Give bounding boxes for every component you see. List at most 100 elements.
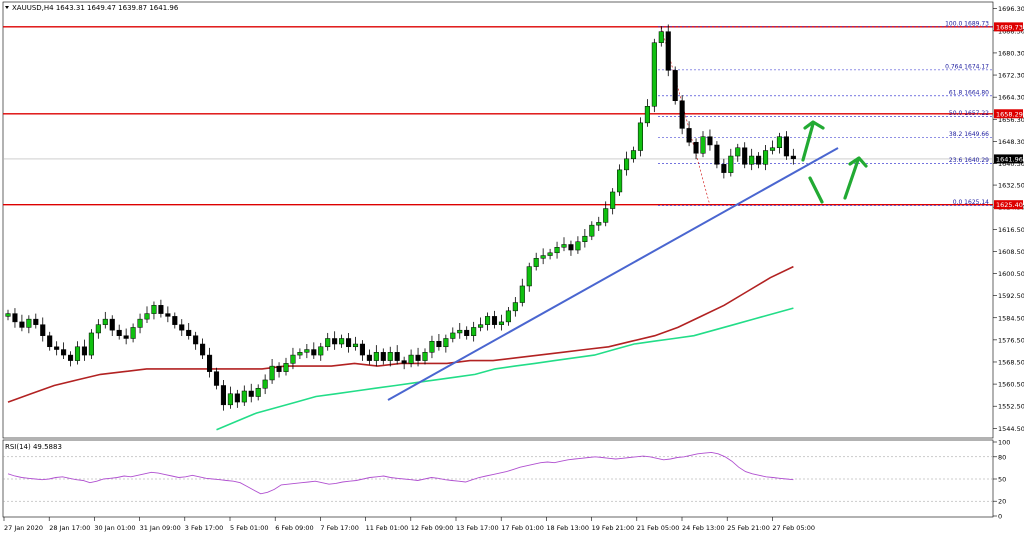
time-tick-label: 19 Feb 21:00 — [592, 524, 635, 532]
candle-body — [415, 354, 421, 361]
price-tick-label: 1680.30 — [998, 49, 1024, 57]
candle-body — [332, 338, 338, 345]
candle-body — [742, 147, 748, 165]
candle-body — [179, 324, 185, 331]
candle-body — [721, 164, 727, 173]
candle-body — [116, 329, 122, 336]
time-tick-label: 5 Feb 01:00 — [230, 524, 269, 532]
price-tick-label: 1584.50 — [998, 314, 1024, 322]
candle-body — [443, 338, 449, 348]
candle-body — [617, 169, 623, 193]
bullish-trend-line — [387, 147, 839, 401]
price-axis: 1696.301688.301680.301672.301664.301656.… — [993, 5, 1024, 521]
price-tick-label: 1544.50 — [998, 425, 1024, 433]
candle-body — [589, 224, 595, 237]
fib-anchor-line — [661, 26, 711, 206]
price-tick-label: 1568.50 — [998, 358, 1024, 366]
time-tick-label: 28 Jan 17:00 — [49, 524, 90, 532]
candle-body — [394, 352, 400, 361]
time-tick-label: 7 Feb 17:00 — [320, 524, 359, 532]
candle-body — [512, 302, 518, 312]
candle-body — [255, 387, 261, 397]
candle-body — [137, 318, 143, 328]
time-tick-label: 31 Jan 09:00 — [140, 524, 181, 532]
candle-body — [227, 393, 233, 406]
candle-body — [109, 318, 115, 331]
candle-body — [596, 222, 602, 226]
price-box-label: 1658.29 — [996, 110, 1023, 118]
candle-body — [318, 346, 324, 356]
candle-body — [728, 155, 734, 173]
rsi-tick-label: 50 — [998, 476, 1006, 484]
candle-body — [624, 158, 630, 171]
moving-averages — [7, 265, 794, 431]
candle-body — [283, 363, 289, 372]
candle-body — [102, 318, 108, 325]
rsi-header: RSI(14) 49.5883 — [5, 443, 62, 451]
candle-body — [644, 106, 650, 124]
candle-body — [568, 244, 574, 251]
candle-body — [679, 100, 685, 129]
candle-body — [290, 354, 296, 364]
candle-body — [241, 390, 247, 403]
candle-body — [714, 144, 720, 165]
candle-body — [665, 31, 671, 71]
candle-body — [220, 385, 226, 406]
candle-body — [33, 318, 39, 325]
candle-body — [47, 335, 53, 348]
price-box — [994, 109, 1023, 119]
price-tick-label: 1560.50 — [998, 381, 1024, 389]
up-arrow-icon — [843, 158, 860, 200]
candle-body — [352, 343, 359, 348]
candle-body — [325, 338, 331, 348]
fib-level-label: 61.8 1664.80 — [949, 89, 989, 96]
candle-body — [26, 318, 32, 328]
time-tick-label: 13 Feb 17:00 — [456, 524, 499, 532]
candle-body — [749, 155, 755, 165]
price-tick-label: 1696.30 — [998, 5, 1024, 13]
candle-body — [366, 354, 372, 361]
candle-body — [575, 241, 581, 251]
candle-body — [144, 313, 150, 320]
candle-body — [471, 327, 477, 336]
time-tick-label: 18 Feb 13:00 — [546, 524, 589, 532]
candle-body — [359, 343, 365, 356]
price-tick-label: 1576.50 — [998, 336, 1024, 344]
time-tick-label: 30 Jan 01:00 — [94, 524, 135, 532]
up-arrow-icon — [801, 122, 815, 162]
candle-body — [630, 150, 637, 160]
candle-body — [637, 122, 644, 151]
candle-body — [193, 335, 199, 345]
candle-body — [547, 252, 553, 256]
rsi-tick-label: 100 — [998, 439, 1010, 447]
price-tick-label: 1648.30 — [998, 138, 1024, 146]
candle-body — [95, 324, 101, 334]
candle-body — [248, 390, 254, 397]
candle-body — [380, 352, 386, 361]
price-box — [994, 22, 1023, 32]
candle-body — [234, 393, 240, 403]
time-tick-label: 6 Feb 09:00 — [275, 524, 314, 532]
candle-body — [651, 42, 657, 107]
candle-body — [40, 324, 46, 336]
price-tick-label: 1664.30 — [998, 94, 1024, 102]
time-tick-label: 17 Feb 01:00 — [501, 524, 544, 532]
candle-body — [554, 247, 560, 254]
candle-body — [686, 128, 692, 143]
fib-level-label: 50.0 1657.22 — [949, 110, 989, 117]
candle-body — [81, 346, 88, 356]
chevron-down-icon — [5, 6, 9, 9]
candle-body — [304, 349, 310, 353]
candle-body — [311, 349, 317, 356]
price-boxes: 1689.73 1658.29 1641.96 1625.40 — [994, 22, 1023, 210]
candle-body — [172, 316, 178, 325]
rsi-tick-label: 80 — [998, 453, 1006, 461]
candle-body — [436, 340, 442, 348]
down-arrow-icon — [808, 176, 824, 204]
rsi-line — [7, 451, 794, 495]
candle-body — [603, 208, 609, 223]
candle-body — [12, 313, 18, 323]
candle-body — [769, 147, 776, 151]
